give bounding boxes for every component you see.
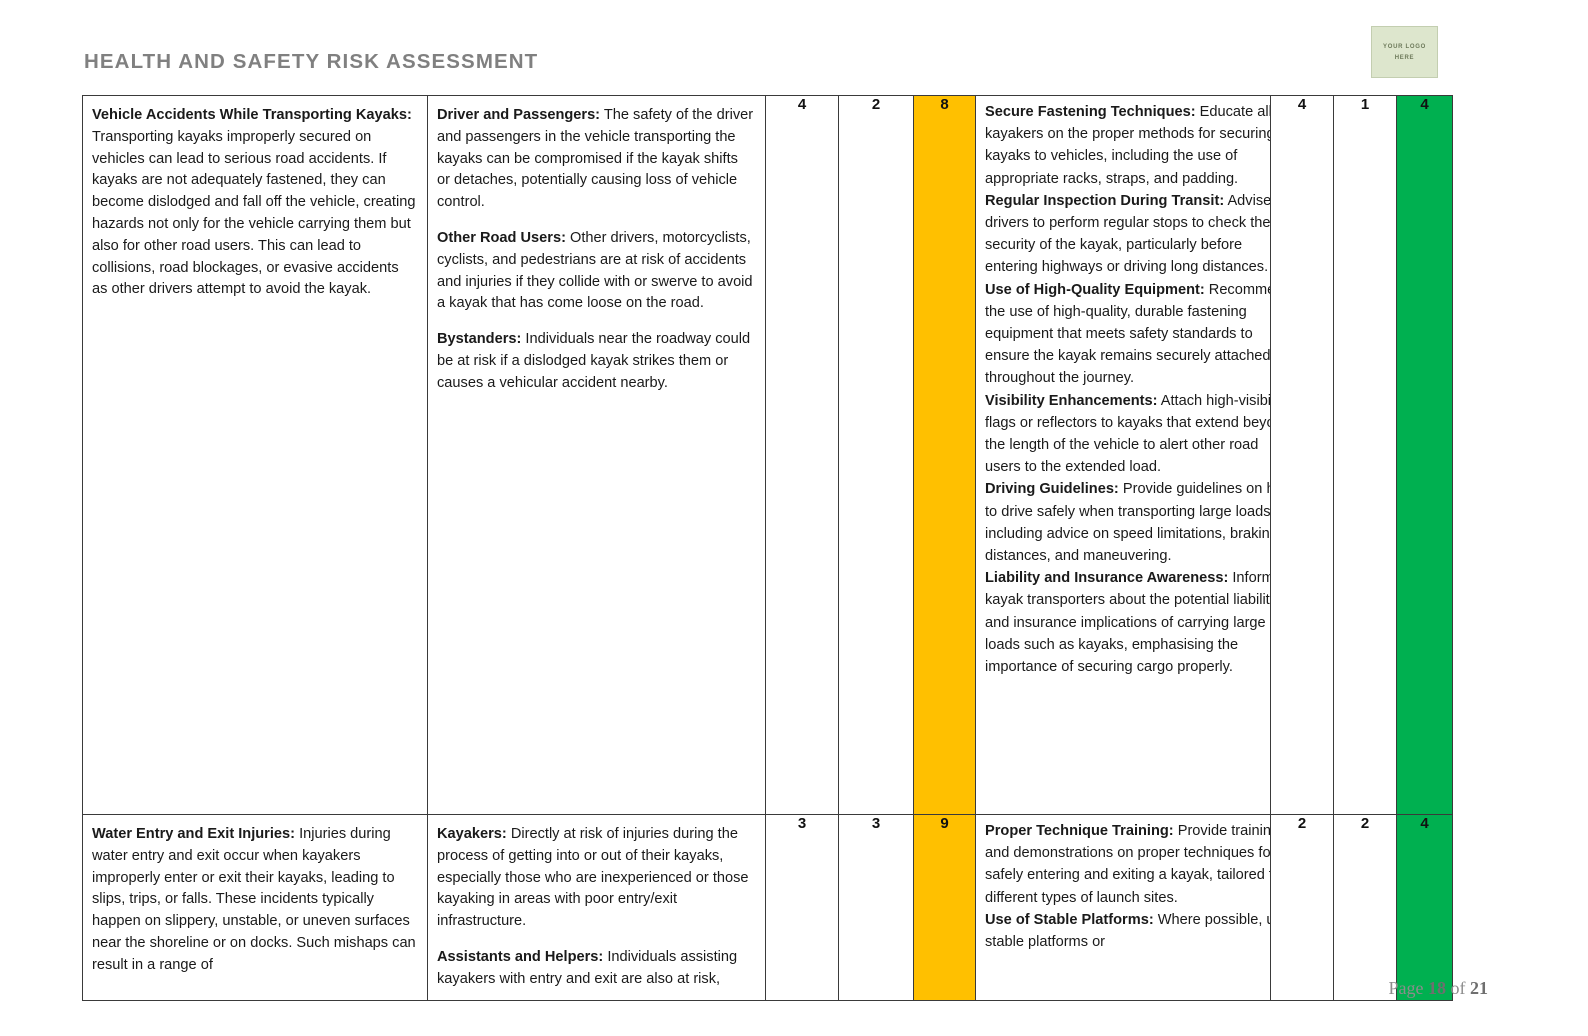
control-lead: Proper Technique Training:: [985, 823, 1174, 839]
who-affected-cell: Kayakers: Directly at risk of injuries d…: [427, 814, 766, 1001]
control-body: Educate all kayakers on the proper metho…: [985, 104, 1271, 187]
risk-rating-after-cell: 4: [1396, 814, 1453, 1001]
who-lead: Other Road Users:: [437, 229, 566, 246]
control-lead: Regular Inspection During Transit:: [985, 192, 1225, 209]
control-lead: Secure Fastening Techniques:: [985, 104, 1196, 120]
control-measures-cell: Proper Technique Training: Provide train…: [975, 814, 1271, 1001]
who-lead: Assistants and Helpers:: [437, 948, 604, 965]
who-body: Directly at risk of injuries during the …: [437, 826, 749, 930]
table-row: Water Entry and Exit Injuries: Injuries …: [82, 814, 1453, 1001]
hazard-lead: Water Entry and Exit Injuries:: [92, 826, 296, 842]
severity-after-cell: 1: [1333, 95, 1397, 815]
who-lead: Driver and Passengers:: [437, 107, 601, 123]
control-lead: Use of High-Quality Equipment:: [985, 281, 1205, 298]
footer-total-pages: 21: [1470, 978, 1488, 998]
footer-current-page: 18: [1428, 978, 1446, 998]
severity-after-cell: 2: [1333, 814, 1397, 1001]
logo-line-2: HERE: [1394, 54, 1415, 61]
severity-before-cell: 2: [838, 95, 914, 815]
who-affected-cell: Driver and Passengers: The safety of the…: [427, 95, 766, 815]
risk-rating-after-cell: 4: [1396, 95, 1453, 815]
control-lead: Driving Guidelines:: [985, 481, 1119, 498]
risk-rating-before-cell: 8: [913, 95, 976, 815]
control-lead: Use of Stable Platforms:: [985, 911, 1154, 928]
control-body: Attach high-visibility flags or reflecto…: [985, 392, 1271, 476]
who-body: The safety of the driver and passengers …: [437, 107, 754, 211]
likelihood-after-cell: 2: [1270, 814, 1334, 1001]
table-row: Vehicle Accidents While Transporting Kay…: [82, 95, 1453, 815]
control-body: Inform kayak transporters about the pote…: [985, 570, 1271, 676]
who-body: Individuals assisting kayakers with entr…: [437, 948, 738, 987]
control-body: Provide guidelines on how to drive safel…: [985, 481, 1271, 565]
page-footer: Page 18 of 21: [0, 978, 1489, 999]
control-body: Advise drivers to perform regular stops …: [985, 192, 1271, 276]
hazard-body: Injuries during water entry and exit occ…: [92, 826, 416, 973]
risk-rating-before-cell: 9: [913, 814, 976, 1001]
hazard-lead: Vehicle Accidents While Transporting Kay…: [92, 107, 412, 123]
likelihood-before-cell: 3: [765, 814, 839, 1001]
control-body: Provide training and demonstrations on p…: [985, 823, 1271, 906]
who-body: Other drivers, motorcyclists, cyclists, …: [437, 229, 753, 312]
likelihood-after-cell: 4: [1270, 95, 1334, 815]
control-measures-cell: Secure Fastening Techniques: Educate all…: [975, 95, 1271, 815]
hazard-cell: Vehicle Accidents While Transporting Kay…: [82, 95, 428, 815]
control-body: Recommend the use of high-quality, durab…: [985, 281, 1271, 387]
control-lead: Visibility Enhancements:: [985, 392, 1158, 409]
who-lead: Kayakers:: [437, 826, 507, 842]
who-body: Individuals near the roadway could be at…: [437, 331, 751, 391]
page-title: HEALTH AND SAFETY RISK ASSESSMENT: [84, 50, 539, 73]
footer-middle: of: [1446, 978, 1470, 998]
risk-assessment-table: Vehicle Accidents While Transporting Kay…: [82, 95, 1453, 1001]
logo-placeholder: YOUR LOGO HERE: [1371, 26, 1438, 78]
hazard-cell: Water Entry and Exit Injuries: Injuries …: [82, 814, 428, 1001]
logo-line-1: YOUR LOGO: [1383, 43, 1426, 50]
severity-before-cell: 3: [838, 814, 914, 1001]
control-lead: Liability and Insurance Awareness:: [985, 570, 1229, 587]
control-body: Where possible, use stable platforms or: [985, 911, 1270, 951]
likelihood-before-cell: 4: [765, 95, 839, 815]
who-lead: Bystanders:: [437, 331, 522, 348]
hazard-body: Transporting kayaks improperly secured o…: [92, 128, 416, 298]
footer-prefix: Page: [1388, 978, 1428, 998]
page-header: HEALTH AND SAFETY RISK ASSESSMENT YOUR L…: [0, 0, 1588, 92]
